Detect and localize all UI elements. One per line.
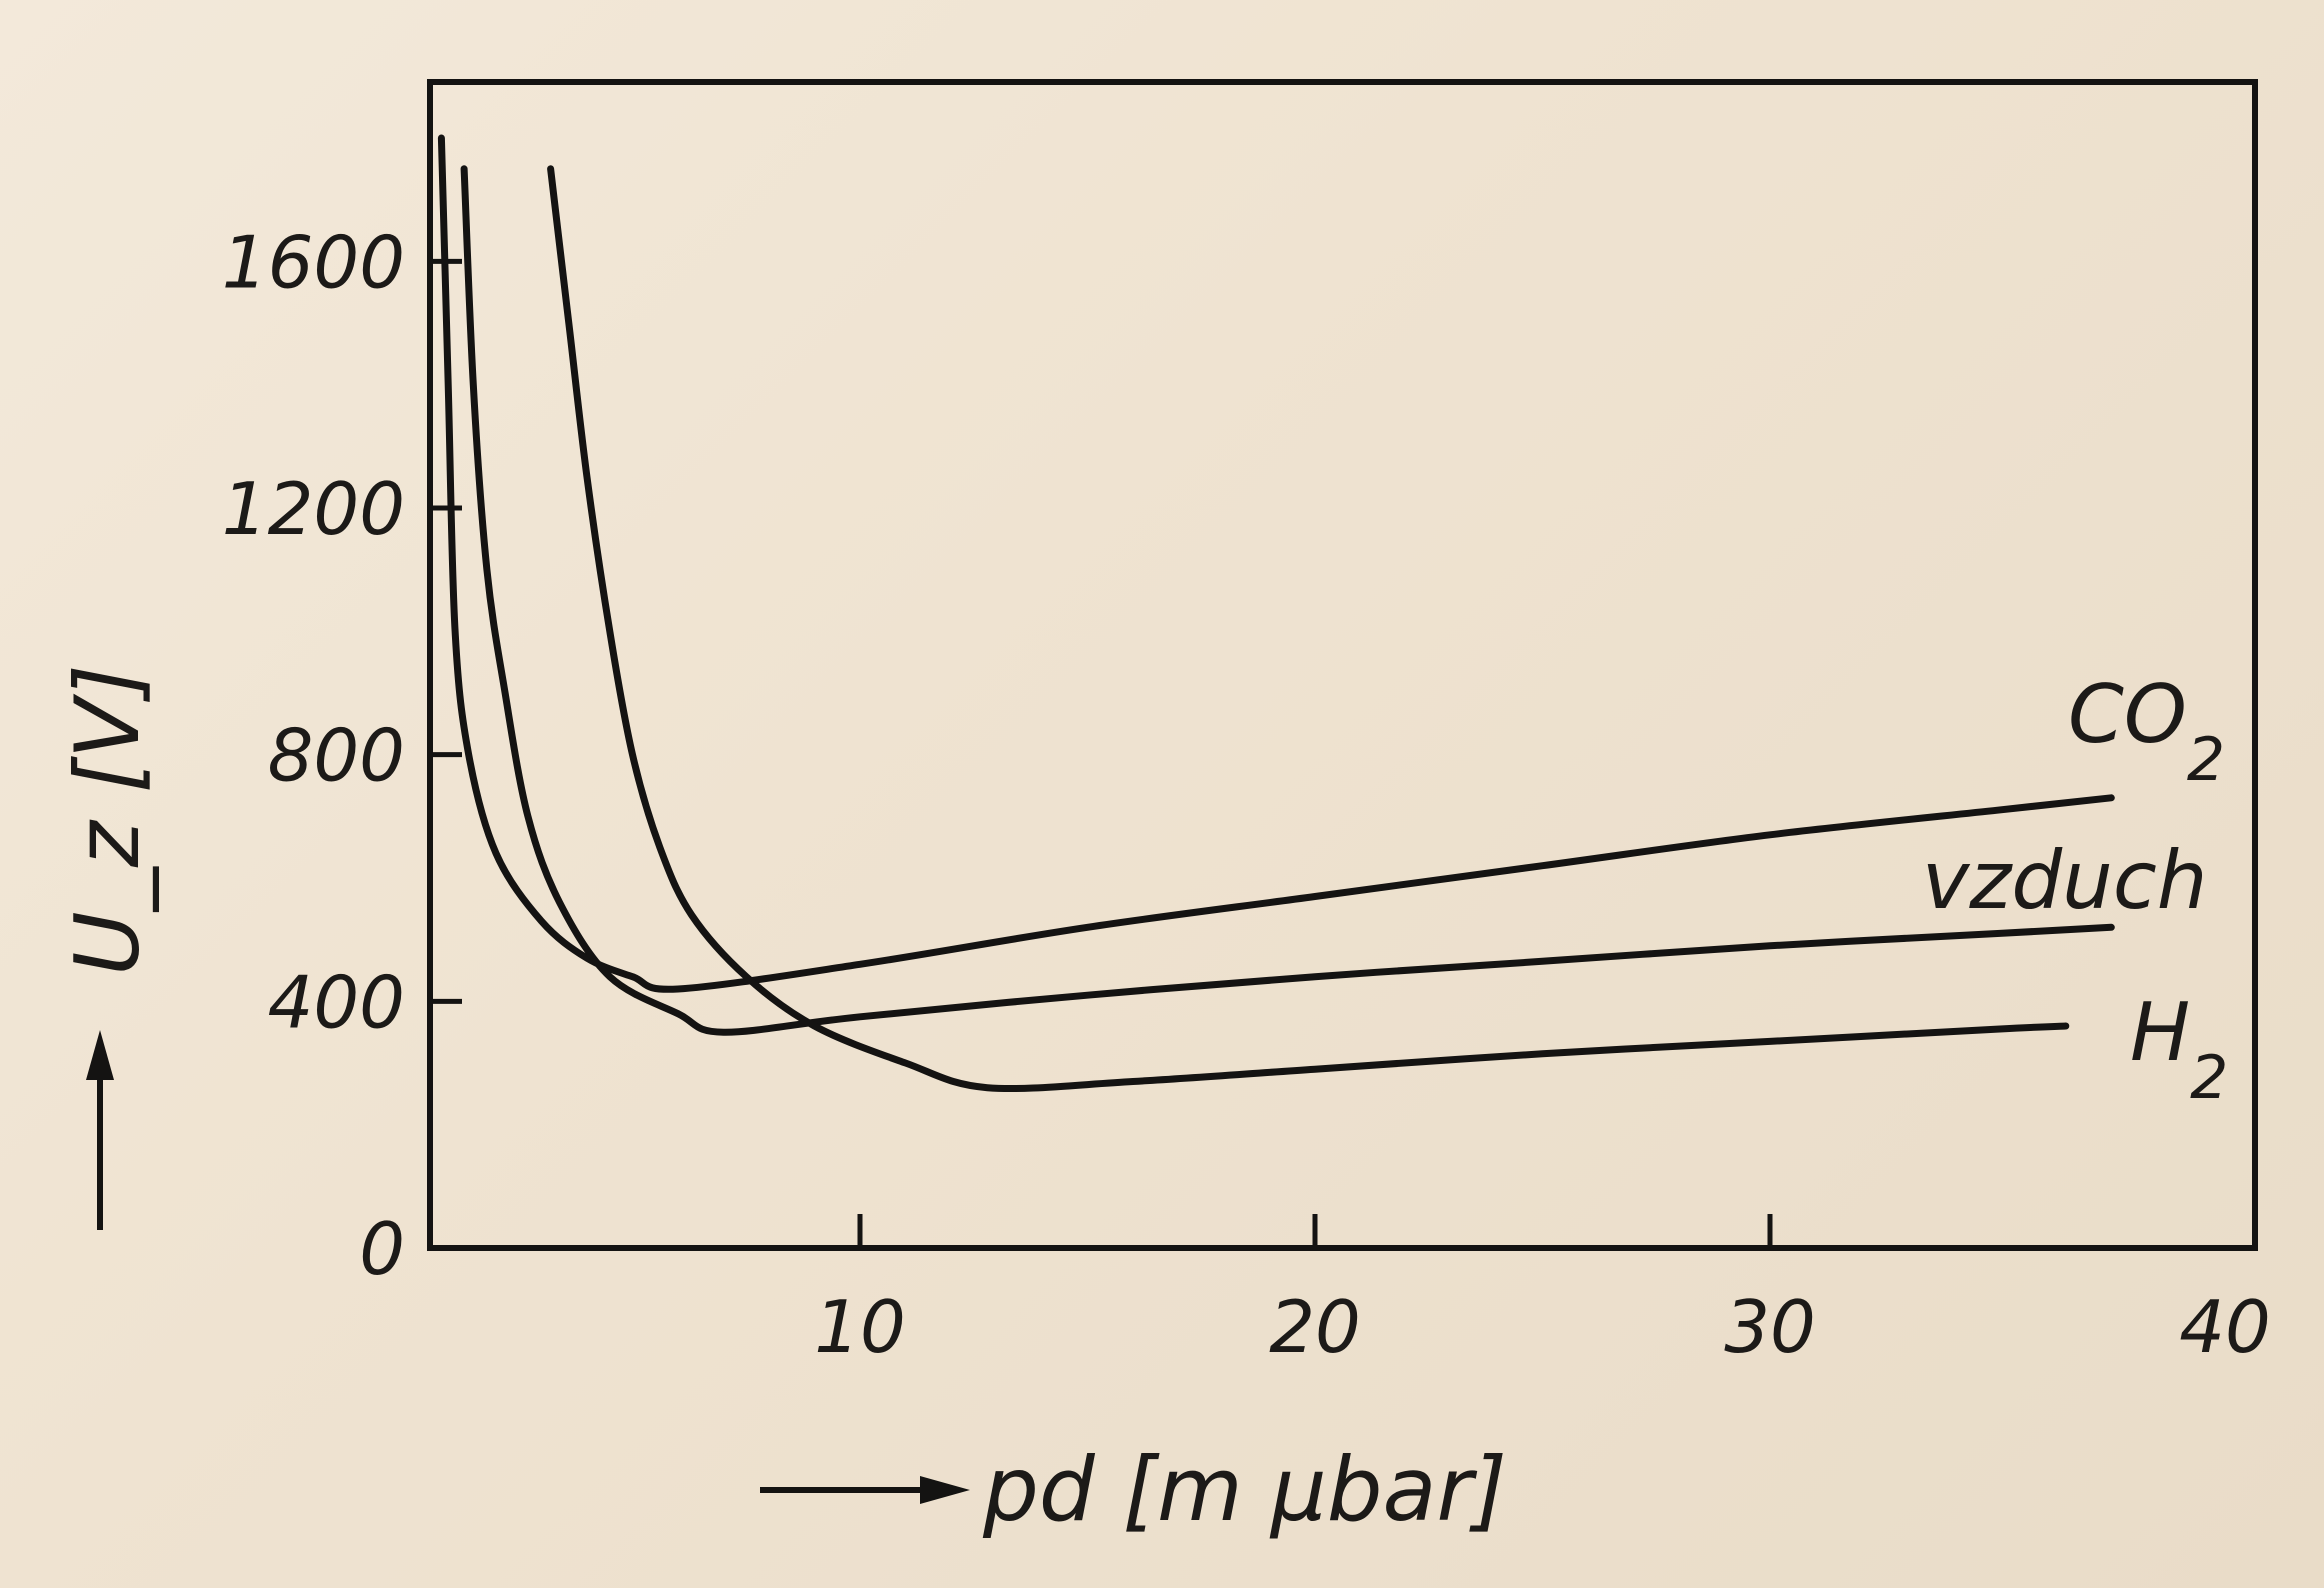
y-axis-label-group: U_z [V] <box>56 664 159 975</box>
series-label-vzduch-main: vzduch <box>1922 834 2208 927</box>
series-label-h2-sub: 2 <box>2190 1043 2228 1113</box>
series-line-co2 <box>441 138 2111 989</box>
y-tick-label: 1600 <box>222 220 405 304</box>
y-axis-ticks: 0 400 800 1200 1600 <box>222 220 462 1291</box>
x-tick-label: 40 <box>2179 1285 2271 1369</box>
x-axis-arrow <box>760 1476 970 1504</box>
series-label-co2: CO2 <box>2068 668 2225 795</box>
y-tick-label: 800 <box>268 714 405 798</box>
x-tick-label: 10 <box>814 1285 906 1369</box>
x-tick-label: 20 <box>1269 1285 1361 1369</box>
y-tick-label: 1200 <box>222 467 405 551</box>
plot-frame <box>430 82 2255 1248</box>
y-tick-label: 400 <box>268 960 405 1044</box>
y-axis-arrow <box>86 1030 114 1230</box>
series-label-vzduch: vzduch <box>1922 834 2208 927</box>
series-label-co2-sub: 2 <box>2187 725 2225 795</box>
series-line-h2 <box>551 169 2066 1089</box>
x-tick-label: 30 <box>1724 1285 1816 1369</box>
series-label-h2-main: H <box>2130 986 2190 1079</box>
x-axis-ticks: 10 20 30 40 <box>814 1214 2271 1369</box>
series-label-h2: H2 <box>2130 986 2228 1113</box>
x-axis-label: pd [m μbar] <box>982 1438 1507 1541</box>
x-axis-arrow-head <box>920 1476 970 1504</box>
series-lines <box>441 138 2111 1089</box>
y-axis-arrow-head <box>86 1030 114 1080</box>
y-axis-label: U_z [V] <box>56 664 159 975</box>
y-tick-label: 0 <box>359 1207 405 1291</box>
series-label-co2-main: CO <box>2068 668 2187 761</box>
